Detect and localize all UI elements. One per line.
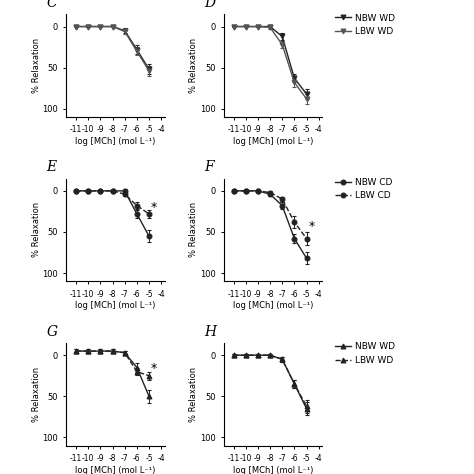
Text: *: * — [308, 219, 315, 233]
Y-axis label: % Relaxation: % Relaxation — [190, 202, 199, 257]
X-axis label: log [MCh] (mol L⁻¹): log [MCh] (mol L⁻¹) — [233, 137, 313, 146]
Text: E: E — [46, 160, 57, 174]
Y-axis label: % Relaxation: % Relaxation — [190, 367, 199, 422]
X-axis label: log [MCh] (mol L⁻¹): log [MCh] (mol L⁻¹) — [75, 137, 156, 146]
Text: C: C — [46, 0, 57, 10]
Y-axis label: % Relaxation: % Relaxation — [32, 38, 41, 93]
Text: F: F — [204, 160, 214, 174]
X-axis label: log [MCh] (mol L⁻¹): log [MCh] (mol L⁻¹) — [75, 301, 156, 310]
Text: *: * — [151, 201, 157, 214]
X-axis label: log [MCh] (mol L⁻¹): log [MCh] (mol L⁻¹) — [233, 301, 313, 310]
Y-axis label: % Relaxation: % Relaxation — [190, 38, 199, 93]
Text: H: H — [204, 325, 216, 339]
X-axis label: log [MCh] (mol L⁻¹): log [MCh] (mol L⁻¹) — [75, 465, 156, 474]
Text: *: * — [151, 362, 157, 375]
Legend: NBW WD, LBW WD: NBW WD, LBW WD — [335, 14, 394, 36]
Legend: NBW WD, LBW WD: NBW WD, LBW WD — [335, 342, 394, 365]
Legend: NBW CD, LBW CD: NBW CD, LBW CD — [335, 178, 392, 201]
Text: D: D — [204, 0, 215, 10]
Y-axis label: % Relaxation: % Relaxation — [32, 202, 41, 257]
Text: G: G — [46, 325, 58, 339]
X-axis label: log [MCh] (mol L⁻¹): log [MCh] (mol L⁻¹) — [233, 465, 313, 474]
Y-axis label: % Relaxation: % Relaxation — [32, 367, 41, 422]
